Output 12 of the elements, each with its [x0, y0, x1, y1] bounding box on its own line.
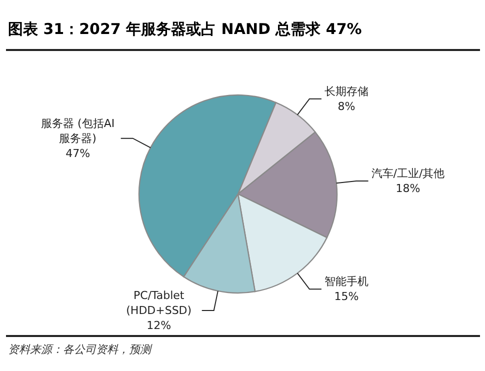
- text: 资料来源：各公司资料，预测: [8, 342, 151, 357]
- slice-label: 服务器 (包括AI服务器): [40, 116, 116, 146]
- chart-title: 图表 31：2027 年服务器或占 NAND 总需求 47%: [8, 20, 362, 39]
- slice-label: 智能手机: [324, 274, 368, 290]
- data-label: 47%: [66, 146, 90, 160]
- data-label: 18%: [396, 182, 420, 195]
- slice-label: PC/Tablet (HDD+SSD): [125, 288, 193, 318]
- slice-label: 长期存储: [324, 84, 368, 99]
- data-label: 15%: [334, 290, 359, 304]
- slice-label: 汽车/工业/其他: [371, 166, 445, 181]
- data-label: 8%: [338, 100, 356, 113]
- data-label: 12%: [146, 319, 172, 332]
